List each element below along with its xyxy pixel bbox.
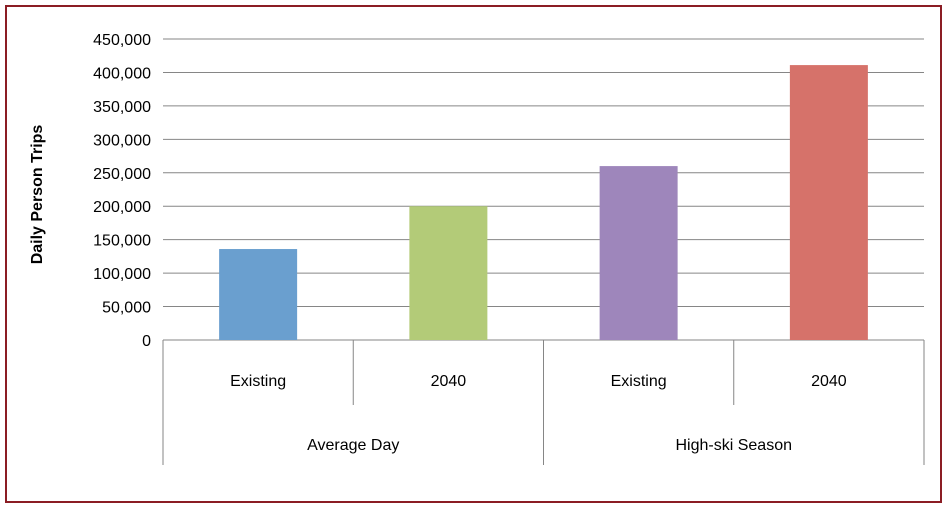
y-tick-label: 0 bbox=[142, 333, 151, 350]
y-tick-label: 350,000 bbox=[93, 99, 151, 116]
x-tick-label: Existing bbox=[230, 373, 286, 390]
bar-chart: 0 50,000 100,000 150,000 200,000 250,000 300,0… bbox=[29, 32, 925, 465]
y-tick-label: 50,000 bbox=[102, 300, 151, 317]
bar bbox=[409, 206, 488, 340]
chart-frame: 0 50,000 100,000 150,000 200,000 250,000 300,0… bbox=[5, 5, 942, 503]
x-tick-label: Existing bbox=[611, 373, 667, 390]
y-axis-label: Daily Person Trips bbox=[29, 125, 46, 265]
x-group-label: High-ski Season bbox=[676, 437, 793, 454]
y-axis-ticks: 0 50,000 100,000 150,000 200,000 250,000 300,0… bbox=[93, 32, 151, 350]
y-tick-label: 400,000 bbox=[93, 65, 151, 82]
x-group-label: Average Day bbox=[307, 437, 399, 454]
y-tick-label: 250,000 bbox=[93, 166, 151, 183]
x-tick-label: 2040 bbox=[811, 373, 847, 390]
bars bbox=[219, 65, 868, 340]
bar bbox=[789, 65, 868, 340]
bar bbox=[219, 249, 298, 340]
y-tick-label: 150,000 bbox=[93, 233, 151, 250]
x-tick-label: 2040 bbox=[431, 373, 467, 390]
y-tick-label: 300,000 bbox=[93, 132, 151, 149]
bar bbox=[599, 166, 678, 340]
y-tick-label: 100,000 bbox=[93, 266, 151, 283]
y-tick-label: 200,000 bbox=[93, 199, 151, 216]
y-tick-label: 450,000 bbox=[93, 32, 151, 49]
x-axis: Existing 2040 Existing 2040 Average Day High-… bbox=[162, 340, 925, 465]
